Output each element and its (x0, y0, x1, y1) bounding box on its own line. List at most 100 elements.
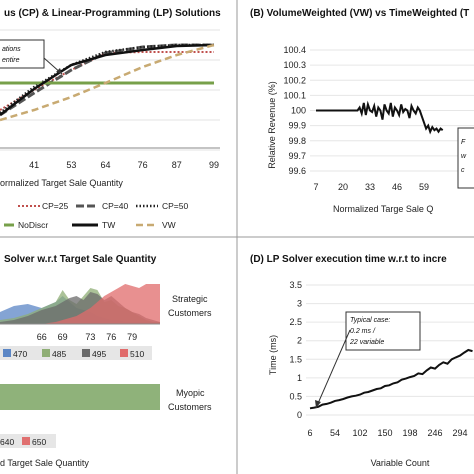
panel-b: (B) VolumeWeighted (VW) vs TimeWeighted … (250, 8, 474, 214)
panel-b-gridlines (310, 49, 474, 172)
panel-c-strategic-areas (0, 284, 160, 324)
panel-c-x-tick: 73 (85, 332, 95, 342)
panel-d-x-label: Variable Count (371, 458, 430, 468)
legend-label-tw: TW (102, 220, 115, 230)
panel-b-annotation-box (457, 127, 474, 189)
panel-b-annotation-line2: w (461, 153, 467, 160)
panel-b-y-tick-labels: 100.4 100.3 100.2 100.1 100 99.9 99.8 99.7 99.6 (283, 45, 306, 176)
panel-c-x-tick: 69 (58, 332, 68, 342)
legend-swatch-470 (3, 349, 11, 357)
panel-a-x-tick-labels: 41 53 64 76 87 99 (29, 160, 219, 170)
panel-c-strategic-label-line2: Customers (168, 308, 212, 318)
panel-a-x-tick: 53 (66, 160, 76, 170)
panel-d-y-tick: 2 (297, 336, 302, 346)
panel-c-strategic-label-line1: Strategic (172, 294, 208, 304)
panel-d-annotation-box (345, 311, 421, 351)
panel-d-annotation-line3: 22 variable (349, 339, 384, 346)
panel-b-x-tick: 46 (392, 182, 402, 192)
panel-d-y-tick: 1.5 (289, 354, 302, 364)
panel-d-x-tick: 102 (352, 428, 367, 438)
panel-a-series (0, 43, 215, 122)
panel-d-annotation-line2: 0.2 ms / (350, 328, 376, 335)
legend-label-nodiscr: NoDiscr (18, 220, 48, 230)
panel-c-title: Solver w.r.t Target Sale Quantity (4, 254, 157, 265)
panel-b-x-label: Normalized Targe Sale Q (333, 204, 433, 214)
panel-b-y-tick: 100.1 (283, 90, 306, 100)
panel-c-legend-top-bg (0, 346, 152, 360)
legend-swatch-495 (82, 349, 90, 357)
panel-b-x-tick: 59 (419, 182, 429, 192)
panel-d-x-tick: 54 (330, 428, 340, 438)
panel-c-area-510 (0, 284, 160, 324)
legend-label-510: 510 (130, 349, 144, 359)
panel-d-x-tick: 198 (402, 428, 417, 438)
panel-d-x-tick: 246 (427, 428, 442, 438)
panel-b-annotation-line3: c (461, 167, 465, 174)
panel-a-x-tick: 41 (29, 160, 39, 170)
panel-d-y-tick: 3 (297, 299, 302, 309)
panel-b-y-tick: 99.8 (288, 136, 306, 146)
panel-c-myopic-label-line2: Customers (168, 402, 212, 412)
panel-c-myopic-area (0, 384, 160, 410)
legend-label-470: 470 (13, 349, 27, 359)
panel-d-x-tick: 150 (377, 428, 392, 438)
panel-d-y-label: Time (ms) (268, 335, 278, 375)
panel-b-y-tick: 100.2 (283, 75, 306, 85)
panel-b-y-tick: 99.7 (288, 151, 306, 161)
panel-d: (D) LP Solver execution time w.r.t to in… (250, 254, 474, 468)
panel-a-annotation-line2: entire (2, 57, 20, 64)
panel-c-x-label: d Target Sale Quantity (0, 458, 89, 468)
panel-a-x-tick: 99 (209, 160, 219, 170)
panel-d-y-tick: 3.5 (289, 280, 302, 290)
legend-swatch-510 (120, 349, 128, 357)
panel-a-annotation-line1: ations (2, 46, 21, 53)
panel-b-series-line (316, 100, 444, 135)
panel-d-x-tick-labels: 6 54 102 150 198 246 294 (307, 428, 467, 438)
panel-b-y-tick: 99.9 (288, 121, 306, 131)
panel-d-y-tick-labels: 3.5 3 2.5 2 1.5 1 0.5 0 (289, 280, 302, 420)
legend-label-cp40: CP=40 (102, 201, 128, 211)
panel-a-x-tick: 64 (100, 160, 110, 170)
panel-d-annotation-arrow (315, 329, 351, 409)
panel-d-series-line (309, 348, 473, 410)
panel-d-annotation-arrowhead (315, 400, 321, 408)
legend-label-485: 485 (52, 349, 66, 359)
panel-b-y-tick: 100 (291, 106, 306, 116)
panel-b-y-tick: 100.3 (283, 60, 306, 70)
panel-d-y-tick: 1 (297, 373, 302, 383)
panel-a-x-label: ormalized Target Sale Quantity (0, 178, 123, 188)
legend-label-650: 650 (32, 437, 46, 447)
panel-d-y-tick: 0.5 (289, 391, 302, 401)
panel-c-legend-bottom: 640 650 (0, 434, 56, 448)
panel-a-x-tick: 76 (138, 160, 148, 170)
panel-c-myopic-label-line1: Myopic (176, 388, 205, 398)
panel-b-title: (B) VolumeWeighted (VW) vs TimeWeighted … (250, 8, 469, 19)
panel-a-series-vw (0, 43, 215, 122)
panel-d-y-tick: 0 (297, 410, 302, 420)
panel-b-x-tick: 20 (338, 182, 348, 192)
legend-label-cp25: CP=25 (42, 201, 68, 211)
panel-b-y-tick: 99.6 (288, 166, 306, 176)
panel-a: us (CP) & Linear-Programming (LP) Soluti… (0, 8, 221, 230)
legend-label-cp50: CP=50 (162, 201, 188, 211)
panel-b-y-label: Relative Revenue (%) (267, 81, 277, 169)
panel-d-y-tick: 2.5 (289, 317, 302, 327)
panel-a-series-cp50 (0, 43, 214, 114)
legend-label-495: 495 (92, 349, 106, 359)
panel-d-x-tick: 294 (452, 428, 467, 438)
panel-c-x-tick-labels: 66 69 73 76 79 (37, 332, 137, 342)
panel-c-x-tick: 79 (127, 332, 137, 342)
panel-d-annotation-line1: Typical case: (350, 317, 390, 324)
panel-b-x-tick: 7 (313, 182, 318, 192)
panel-a-annotation-box (0, 39, 45, 69)
panel-b-y-tick: 100.4 (283, 45, 306, 55)
panel-b-x-tick: 33 (365, 182, 375, 192)
panel-c-x-tick: 76 (106, 332, 116, 342)
legend-label-vw: VW (162, 220, 176, 230)
panel-b-annotation-line1: F (461, 139, 466, 146)
panel-c-legend-top: 470 485 495 510 (0, 346, 152, 360)
panel-d-title: (D) LP Solver execution time w.r.t to in… (250, 254, 447, 265)
